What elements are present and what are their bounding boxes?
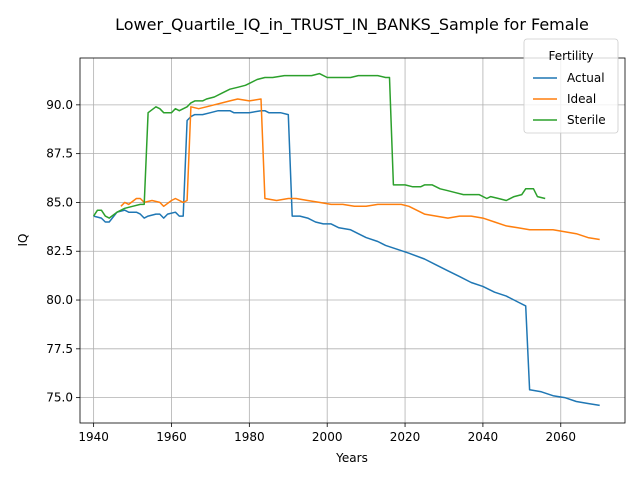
y-tick-label: 82.5 bbox=[46, 244, 73, 258]
x-tick-label: 2040 bbox=[468, 430, 499, 444]
x-tick-label: 1940 bbox=[78, 430, 109, 444]
y-tick-label: 85.0 bbox=[46, 195, 73, 209]
legend-label-ideal: Ideal bbox=[567, 92, 596, 106]
y-tick-label: 90.0 bbox=[46, 98, 73, 112]
y-axis-label: IQ bbox=[16, 234, 30, 247]
legend-title: Fertility bbox=[548, 49, 593, 63]
legend: Fertility Actual Ideal Sterile bbox=[524, 39, 618, 133]
x-tick-label: 1980 bbox=[234, 430, 265, 444]
legend-label-actual: Actual bbox=[567, 71, 605, 85]
legend-label-sterile: Sterile bbox=[567, 113, 606, 127]
x-axis-label: Years bbox=[335, 451, 368, 465]
x-tick-label: 2000 bbox=[312, 430, 343, 444]
x-tick-label: 1960 bbox=[156, 430, 187, 444]
chart-title: Lower_Quartile_IQ_in_TRUST_IN_BANKS_Samp… bbox=[115, 15, 589, 35]
x-tick-label: 2060 bbox=[545, 430, 576, 444]
y-tick-label: 80.0 bbox=[46, 293, 73, 307]
y-tick-label: 77.5 bbox=[46, 342, 73, 356]
x-tick-label: 2020 bbox=[390, 430, 421, 444]
y-tick-label: 87.5 bbox=[46, 147, 73, 161]
y-tick-label: 75.0 bbox=[46, 391, 73, 405]
